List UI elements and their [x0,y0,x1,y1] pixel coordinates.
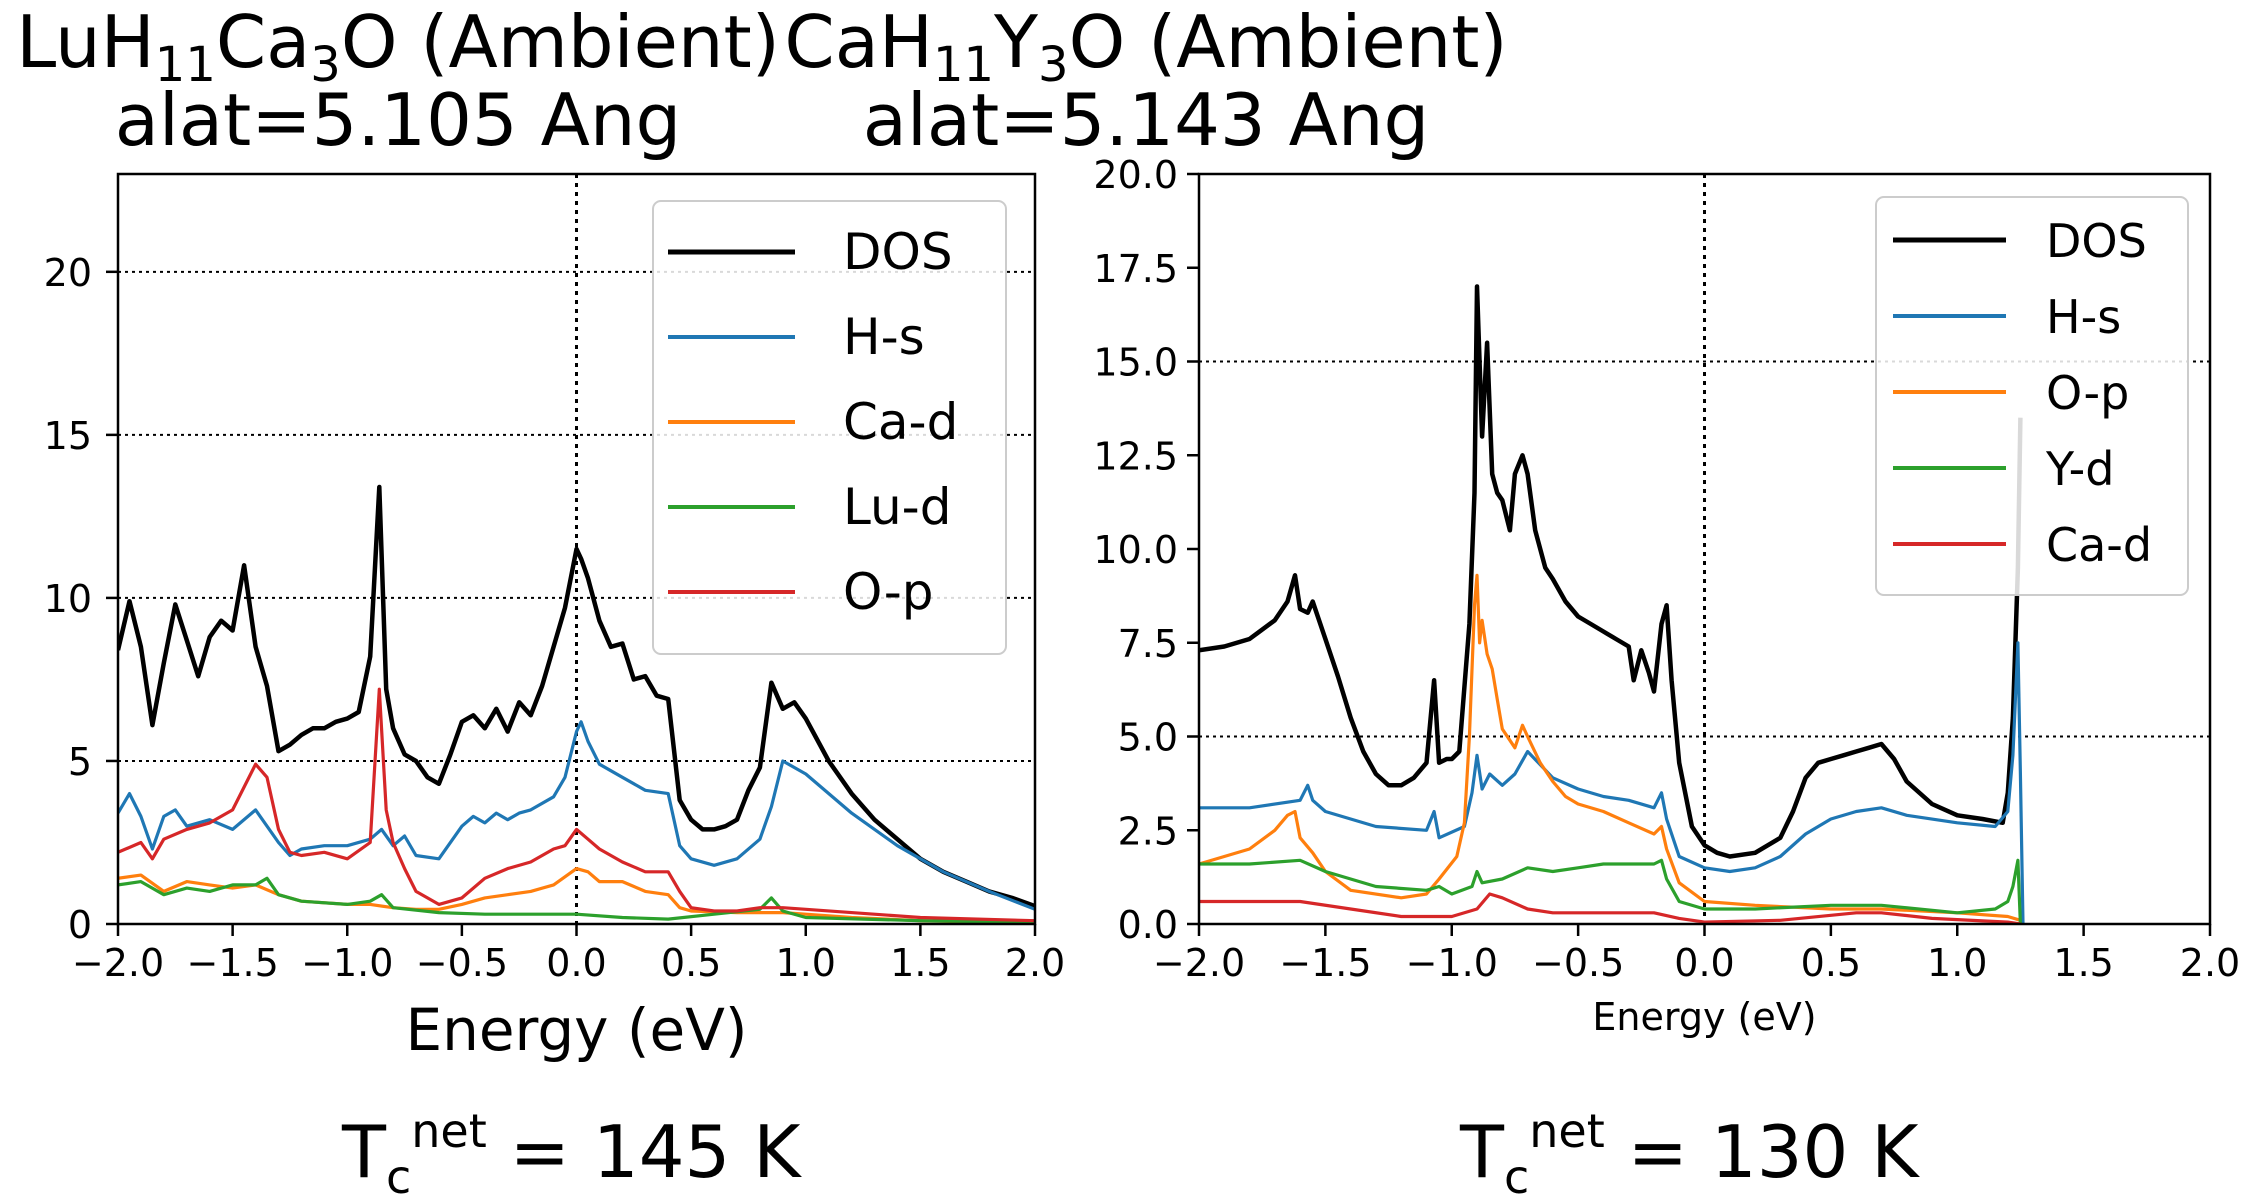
x-tick-label: 2.0 [2180,941,2240,985]
x-tick-label: −0.5 [1532,941,1624,985]
legend-label-ca-d: Ca-d [2046,518,2152,572]
title-left-alat: alat=5.105 Ang [114,78,682,162]
series-y-d-line [1199,858,2022,924]
series-lu-d-line [118,876,1035,924]
legend-label-o-p: O-p [843,563,934,621]
y-tick-label: 10 [44,577,92,621]
legend-box [652,200,1007,655]
x-tick-label: 0.5 [1801,941,1861,985]
y-tick-label: 12.5 [1093,434,1178,478]
x-tick-label: −1.0 [1406,941,1498,985]
title-right-alat: alat=5.143 Ang [862,78,1430,162]
x-tick-label: 1.5 [2053,941,2113,985]
legend-label-h-s: H-s [843,308,925,366]
legend-label-h-s: H-s [2046,290,2121,344]
x-tick-label: −2.0 [1153,941,1245,985]
x-tick-label: 0.5 [661,941,721,985]
y-tick-label: 0.0 [1118,903,1178,947]
x-axis-label: Energy (eV) [1592,995,1816,1039]
x-tick-label: 0.0 [546,941,606,985]
y-tick-label: 20.0 [1093,153,1178,197]
y-tick-label: 15 [44,414,92,458]
y-tick-label: 7.5 [1118,622,1178,666]
x-tick-label: 1.0 [1927,941,1987,985]
series-h-s-line [118,720,1035,911]
legend-label-lu-d: Lu-d [843,478,951,536]
series-ca-d-line [1199,892,2021,924]
series-o-p-line [118,687,1035,923]
tc-left: Tcnet = 145 K [342,1104,801,1204]
y-tick-label: 0 [68,903,92,947]
x-tick-label: −2.0 [72,941,164,985]
y-tick-label: 2.5 [1118,809,1178,853]
title-left-formula: LuH11Ca3O (Ambient) [16,0,780,93]
y-tick-label: 10.0 [1093,528,1178,572]
legend-label-y-d: Y-d [2045,442,2114,496]
x-tick-label: 0.0 [1674,941,1734,985]
title-right-formula: CaH11Y3O (Ambient) [784,0,1508,93]
series-dos-line [118,484,1035,909]
dos-chart-left: −2.0 −1.5 −1.0 −0.5 0.0 0.5 1.0 1.5 2.0 0 5 10 15 20 E… [44,172,1065,1064]
x-tick-label: −1.5 [1279,941,1371,985]
x-tick-label: 2.0 [1005,941,1065,985]
y-tick-label: 20 [44,251,92,295]
series-dos-line [1199,284,2023,859]
x-tick-label: 1.5 [890,941,950,985]
legend-label-ca-d: Ca-d [843,393,958,451]
series-h-s-line [1199,641,2025,924]
x-tick-label: −0.5 [416,941,508,985]
legend-box [1875,196,2189,596]
y-tick-label: 5 [68,740,92,784]
legend-label-dos: DOS [843,223,953,281]
y-tick-label: 17.5 [1093,247,1178,291]
x-axis-label: Energy (eV) [405,996,747,1064]
y-tick-label: 15.0 [1093,341,1178,385]
tc-right: Tcnet = 130 K [1460,1104,1919,1204]
x-tick-label: 1.0 [776,941,836,985]
x-tick-label: −1.0 [301,941,393,985]
y-tick-label: 5.0 [1118,716,1178,760]
legend-label-o-p: O-p [2046,366,2129,420]
dos-chart-right: −2.0 −1.5 −1.0 −0.5 0.0 0.5 1.0 1.5 2.0 0.0 2.5 5.0… [1093,153,2240,1039]
legend-label-dos: DOS [2046,214,2147,268]
x-tick-label: −1.5 [186,941,278,985]
